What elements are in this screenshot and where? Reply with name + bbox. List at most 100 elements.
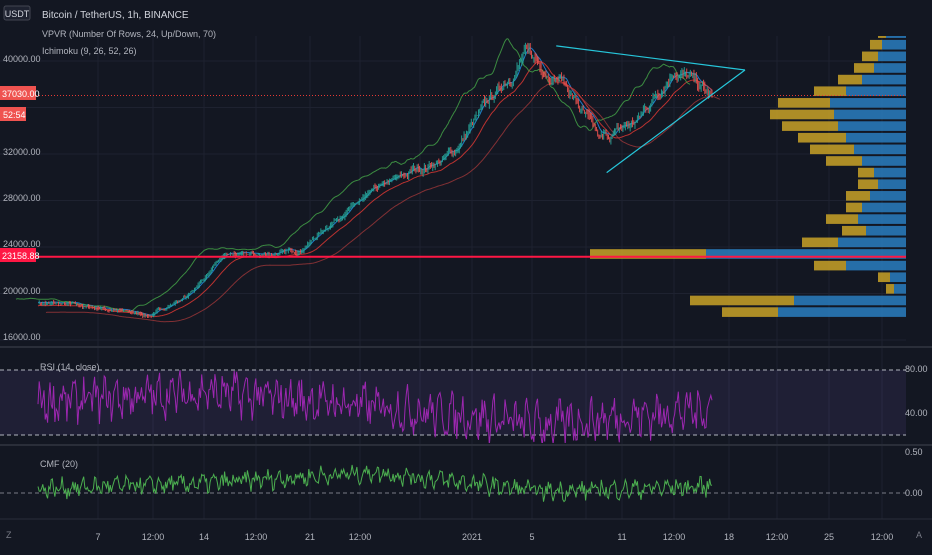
time-label: 2021 xyxy=(462,532,482,542)
ichimoku-base-line xyxy=(37,61,713,318)
vpvr-down-bar xyxy=(886,284,894,294)
vpvr-down-bar xyxy=(810,144,854,155)
ichimoku-conversion-line xyxy=(37,47,713,316)
vpvr-down-bar xyxy=(782,121,838,131)
vpvr-up-bar xyxy=(858,214,906,224)
vpvr-up-bar xyxy=(870,191,906,201)
triangle-lower-line xyxy=(606,69,746,174)
vpvr-down-bar xyxy=(690,295,794,306)
time-label: 12:00 xyxy=(349,532,372,542)
price-scale[interactable]: 40000.00 32000.00 28000.00 24000.00 2000… xyxy=(0,54,41,342)
rsi-legend[interactable]: RSI (14, close) xyxy=(40,362,100,372)
vpvr-up-bar xyxy=(882,39,906,50)
vpvr-up-bar xyxy=(862,202,906,213)
currency-label: USDT xyxy=(5,9,30,19)
time-label: 12:00 xyxy=(142,532,165,542)
time-axis[interactable]: 7 12:00 14 12:00 21 12:00 2021 5 11 12:0… xyxy=(95,532,893,542)
time-label: 5 xyxy=(529,532,534,542)
vpvr-down-bar xyxy=(826,214,858,224)
countdown-badge xyxy=(0,107,26,121)
marked-level-label: 23158.88 xyxy=(2,251,40,261)
price-tick: 32000.00 xyxy=(3,147,41,157)
vpvr-up-bar xyxy=(834,109,906,120)
indicator-ichimoku-label[interactable]: Ichimoku (9, 26, 52, 26) xyxy=(42,46,137,56)
last-price-label: 37030.00 xyxy=(2,89,40,99)
indicator-vpvr-label[interactable]: VPVR (Number Of Rows, 24, Up/Down, 70) xyxy=(42,29,216,39)
time-label: 12:00 xyxy=(766,532,789,542)
countdown-label: 52:54 xyxy=(3,110,26,120)
vpvr-up-bar xyxy=(778,307,906,317)
vpvr-up-bar xyxy=(846,260,906,271)
vpvr-up-bar xyxy=(894,284,906,294)
vpvr-down-bar xyxy=(778,98,830,108)
vpvr-down-bar xyxy=(826,156,862,166)
vpvr-down-bar xyxy=(798,132,846,143)
price-tick: 16000.00 xyxy=(3,332,41,342)
triangle-upper-line xyxy=(556,45,746,71)
ichimoku-lagging-line xyxy=(15,38,691,313)
symbol-title[interactable]: Bitcoin / TetherUS, 1h, BINANCE xyxy=(42,10,189,21)
vpvr-profile xyxy=(590,36,906,317)
cmf-tick: 0.00 xyxy=(905,488,923,498)
vpvr-down-bar xyxy=(838,74,862,85)
cmf-line xyxy=(37,464,713,503)
vpvr-up-bar xyxy=(838,121,906,131)
vpvr-down-bar xyxy=(814,86,846,97)
time-label: 25 xyxy=(824,532,834,542)
vpvr-up-bar xyxy=(846,132,906,143)
vpvr-up-bar xyxy=(878,179,906,190)
vpvr-up-bar xyxy=(874,167,906,178)
rsi-tick: 80.00 xyxy=(905,364,928,374)
price-tick: 20000.00 xyxy=(3,286,41,296)
vpvr-down-bar xyxy=(842,225,866,236)
time-label: 11 xyxy=(617,532,626,542)
vpvr-down-bar xyxy=(854,63,874,73)
vpvr-down-bar xyxy=(878,36,886,38)
last-price-badge xyxy=(0,86,36,100)
log-scale-toggle-icon[interactable]: Z xyxy=(6,530,12,540)
vpvr-down-bar xyxy=(870,39,882,50)
ichimoku-span-line xyxy=(45,81,721,323)
time-label: 18 xyxy=(724,532,734,542)
vpvr-down-bar xyxy=(770,109,834,120)
vpvr-up-bar xyxy=(878,51,906,62)
vpvr-up-bar xyxy=(854,144,906,155)
time-label: 12:00 xyxy=(871,532,894,542)
vpvr-down-bar xyxy=(802,237,838,248)
vpvr-up-bar xyxy=(866,225,906,236)
auto-scale-toggle-icon[interactable]: A xyxy=(916,530,922,540)
vpvr-up-bar xyxy=(874,63,906,73)
price-legend: USDT Bitcoin / TetherUS, 1h, BINANCE VPV… xyxy=(3,5,216,56)
vpvr-down-bar xyxy=(878,272,890,283)
vpvr-up-bar xyxy=(706,249,906,259)
time-label: 14 xyxy=(199,532,209,542)
marked-level-badge xyxy=(0,248,36,262)
currency-badge[interactable] xyxy=(3,5,31,21)
rsi-tick: 40.00 xyxy=(905,408,928,418)
ichimoku-lines xyxy=(15,38,721,323)
time-label: 12:00 xyxy=(663,532,686,542)
price-tick: 40000.00 xyxy=(3,54,41,64)
time-label: 21 xyxy=(305,532,315,542)
vpvr-up-bar xyxy=(890,272,906,283)
time-label: 12:00 xyxy=(245,532,268,542)
vpvr-down-bar xyxy=(858,167,874,178)
vpvr-up-bar xyxy=(830,98,906,108)
symmetrical-triangle-drawing[interactable] xyxy=(556,45,746,174)
vpvr-up-bar xyxy=(794,295,906,306)
vpvr-up-bar xyxy=(886,36,906,38)
price-candles xyxy=(38,42,713,319)
vpvr-up-bar xyxy=(862,156,906,166)
price-tick: 28000.00 xyxy=(3,193,41,203)
time-label: 7 xyxy=(95,532,100,542)
vpvr-up-bar xyxy=(838,237,906,248)
vpvr-up-bar xyxy=(846,86,906,97)
cmf-legend[interactable]: CMF (20) xyxy=(40,459,78,469)
grid xyxy=(0,36,906,519)
vpvr-down-bar xyxy=(846,202,862,213)
cmf-tick: 0.50 xyxy=(905,447,923,457)
vpvr-down-bar xyxy=(846,191,870,201)
vpvr-up-bar xyxy=(862,74,906,85)
vpvr-down-bar xyxy=(722,307,778,317)
